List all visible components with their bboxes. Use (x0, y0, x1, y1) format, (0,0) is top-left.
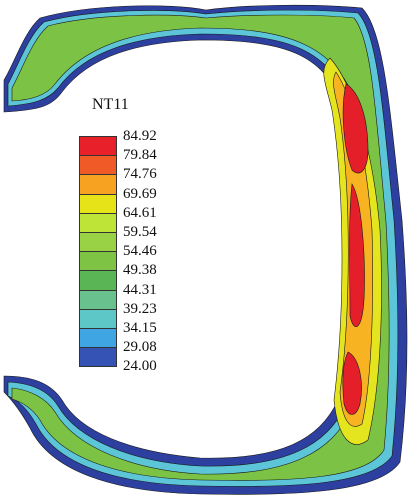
legend-tick-label: 79.84 (123, 147, 157, 164)
hot-zone-red-mid (349, 183, 365, 328)
legend-tick-label: 54.46 (123, 243, 157, 260)
legend-swatch (79, 328, 117, 349)
legend-title: NT11 (92, 96, 129, 113)
legend-swatch (79, 289, 117, 310)
hot-zone-red-bottom (342, 351, 362, 415)
legend-swatch (79, 270, 117, 291)
legend-tick-label: 84.92 (123, 128, 157, 144)
legend-tick-label: 24.00 (123, 358, 157, 375)
legend-tick-label: 34.15 (123, 320, 157, 336)
legend-swatch (79, 212, 117, 233)
legend-tick-label: 44.31 (123, 281, 157, 298)
hot-zones (323, 57, 382, 445)
legend-swatch (79, 155, 117, 176)
legend-tick-label: 69.69 (123, 185, 157, 202)
legend-swatch (79, 174, 117, 195)
legend-swatch (79, 232, 117, 253)
legend-swatch (79, 251, 117, 272)
legend-tick-label: 39.23 (123, 300, 157, 317)
legend-tick-label: 59.54 (123, 224, 157, 240)
legend-tick-label: 64.61 (123, 204, 157, 221)
legend-swatch (79, 193, 117, 214)
hot-zone-red-top (342, 83, 369, 174)
legend-tick-label: 29.08 (123, 339, 157, 356)
legend-swatch (79, 308, 117, 329)
legend-swatch (79, 347, 117, 368)
legend-tick-label: 49.38 (123, 262, 157, 279)
legend-tick-label: 74.76 (123, 166, 157, 183)
legend-swatch (79, 136, 117, 157)
